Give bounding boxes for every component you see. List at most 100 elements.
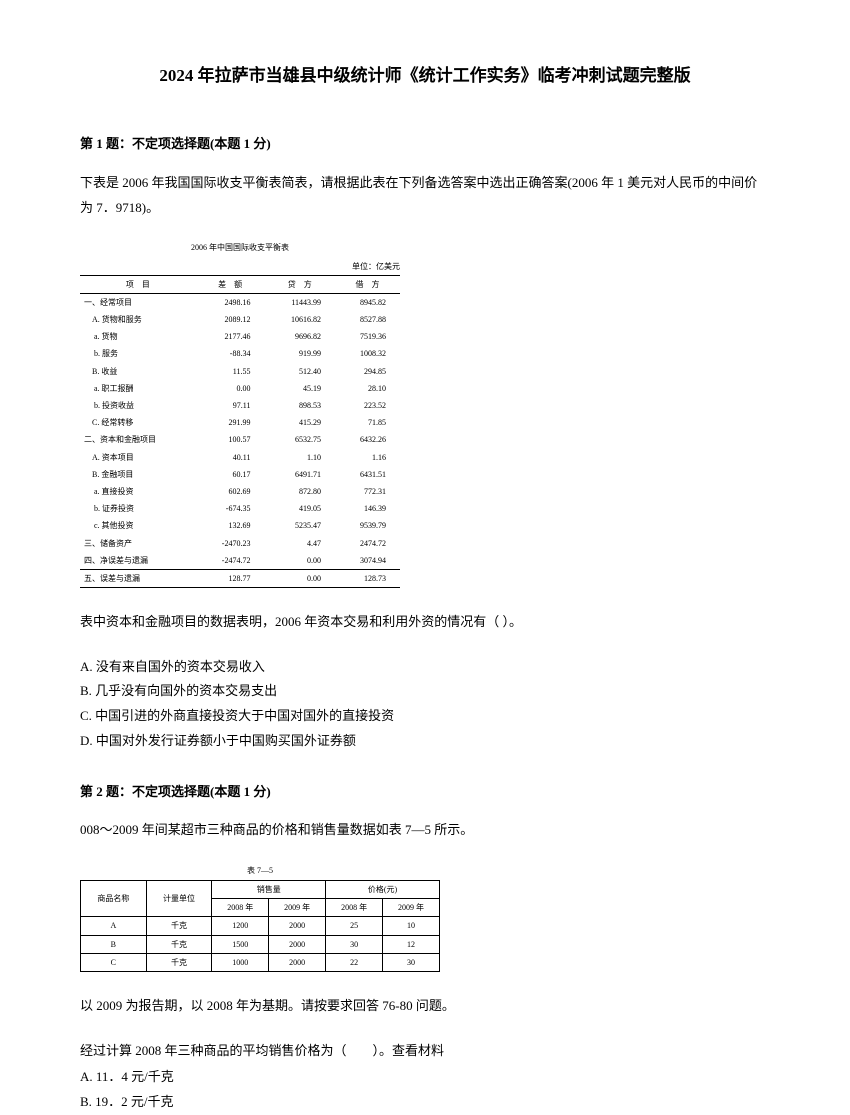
- table-cell: C. 经常转移: [80, 414, 196, 431]
- table-cell: A. 资本项目: [80, 449, 196, 466]
- table-header: 商品名称: [81, 881, 147, 917]
- table-cell: 146.39: [335, 500, 400, 517]
- table-cell: 12: [383, 935, 440, 953]
- table-cell: c. 其他投资: [80, 517, 196, 534]
- table-cell: 772.31: [335, 483, 400, 500]
- q2-table-title: 表 7—5: [80, 863, 440, 880]
- table-cell: 11443.99: [264, 293, 335, 311]
- q1-analysis: 表中资本和金融项目的数据表明，2006 年资本交易和利用外资的情况有（ ）。: [80, 610, 770, 635]
- q2-table: 表 7—5 商品名称 计量单位 销售量 价格(元) 2008 年 2009 年 …: [80, 863, 770, 972]
- table-header: 2009 年: [383, 899, 440, 917]
- q1-table-unit: 单位：亿美元: [80, 259, 400, 275]
- table-cell: 223.52: [335, 397, 400, 414]
- table-cell: A: [81, 917, 147, 935]
- q2-data-table: 商品名称 计量单位 销售量 价格(元) 2008 年 2009 年 2008 年…: [80, 880, 440, 972]
- q2-analysis: 以 2009 为报告期，以 2008 年为基期。请按要求回答 76-80 问题。: [80, 994, 770, 1019]
- table-cell: 二、资本和金融项目: [80, 431, 196, 448]
- table-cell: 0.00: [264, 552, 335, 570]
- table-cell: 10: [383, 917, 440, 935]
- table-cell: 1500: [212, 935, 269, 953]
- table-cell: -88.34: [196, 345, 265, 362]
- table-cell: 97.11: [196, 397, 265, 414]
- q1-table-title: 2006 年中国国际收支平衡表: [80, 240, 400, 258]
- page-title: 2024 年拉萨市当雄县中级统计师《统计工作实务》临考冲刺试题完整版: [80, 60, 770, 92]
- table-cell: 28.10: [335, 380, 400, 397]
- table-cell: 11.55: [196, 363, 265, 380]
- table-cell: a. 货物: [80, 328, 196, 345]
- table-cell: 千克: [146, 917, 212, 935]
- table-cell: 6491.71: [264, 466, 335, 483]
- q1-table: 2006 年中国国际收支平衡表 单位：亿美元 项 目 差 额 贷 方 借 方 一…: [80, 240, 770, 588]
- table-cell: 294.85: [335, 363, 400, 380]
- table-cell: 4.47: [264, 535, 335, 552]
- table-cell: 6431.51: [335, 466, 400, 483]
- table-cell: 30: [326, 935, 383, 953]
- q1-option-b: B. 几乎没有向国外的资本交易支出: [80, 679, 770, 704]
- q1-header: 第 1 题：不定项选择题(本题 1 分): [80, 132, 770, 157]
- table-header: 价格(元): [326, 881, 440, 899]
- q1-option-a: A. 没有来自国外的资本交易收入: [80, 655, 770, 680]
- table-cell: 415.29: [264, 414, 335, 431]
- table-cell: -674.35: [196, 500, 265, 517]
- table-header: 贷 方: [264, 275, 335, 293]
- table-cell: 128.73: [335, 569, 400, 587]
- table-cell: 6432.26: [335, 431, 400, 448]
- table-cell: 602.69: [196, 483, 265, 500]
- table-cell: 1.16: [335, 449, 400, 466]
- table-header: 2008 年: [326, 899, 383, 917]
- table-cell: 128.77: [196, 569, 265, 587]
- q2-option-b: B. 19．2 元/千克: [80, 1090, 770, 1115]
- table-cell: A. 货物和服务: [80, 311, 196, 328]
- table-header: 项 目: [80, 275, 196, 293]
- table-cell: 71.85: [335, 414, 400, 431]
- q2-option-a: A. 11．4 元/千克: [80, 1065, 770, 1090]
- table-cell: -2474.72: [196, 552, 265, 570]
- table-header: 2009 年: [269, 899, 326, 917]
- table-cell: b. 投资收益: [80, 397, 196, 414]
- table-cell: b. 证券投资: [80, 500, 196, 517]
- table-cell: C: [81, 953, 147, 971]
- table-cell: 30: [383, 953, 440, 971]
- q1-option-d: D. 中国对外发行证券额小于中国购买国外证券额: [80, 729, 770, 754]
- table-cell: 千克: [146, 935, 212, 953]
- table-cell: 2498.16: [196, 293, 265, 311]
- table-header: 计量单位: [146, 881, 212, 917]
- table-header: 差 额: [196, 275, 265, 293]
- table-cell: 22: [326, 953, 383, 971]
- table-cell: 2089.12: [196, 311, 265, 328]
- table-cell: 一、经常项目: [80, 293, 196, 311]
- table-cell: 898.53: [264, 397, 335, 414]
- table-cell: 2000: [269, 953, 326, 971]
- table-header: 2008 年: [212, 899, 269, 917]
- table-cell: B. 金融项目: [80, 466, 196, 483]
- table-cell: 512.40: [264, 363, 335, 380]
- table-cell: 9539.79: [335, 517, 400, 534]
- table-cell: 291.99: [196, 414, 265, 431]
- table-cell: 60.17: [196, 466, 265, 483]
- table-cell: B. 收益: [80, 363, 196, 380]
- q2-header: 第 2 题：不定项选择题(本题 1 分): [80, 780, 770, 805]
- table-cell: 五、误差与遗漏: [80, 569, 196, 587]
- table-cell: a. 直接投资: [80, 483, 196, 500]
- q1-option-c: C. 中国引进的外商直接投资大于中国对国外的直接投资: [80, 704, 770, 729]
- table-cell: 1.10: [264, 449, 335, 466]
- table-cell: 6532.75: [264, 431, 335, 448]
- table-cell: 7519.36: [335, 328, 400, 345]
- table-cell: B: [81, 935, 147, 953]
- table-header: 销售量: [212, 881, 326, 899]
- table-cell: 919.99: [264, 345, 335, 362]
- q2-text: 008～2009 年间某超市三种商品的价格和销售量数据如表 7—5 所示。: [80, 818, 770, 843]
- table-cell: 四、净误差与遗漏: [80, 552, 196, 570]
- table-cell: 872.80: [264, 483, 335, 500]
- table-cell: 1008.32: [335, 345, 400, 362]
- table-cell: 10616.82: [264, 311, 335, 328]
- table-cell: 45.19: [264, 380, 335, 397]
- table-cell: 三、储备资产: [80, 535, 196, 552]
- table-cell: 5235.47: [264, 517, 335, 534]
- q2-subq: 经过计算 2008 年三种商品的平均销售价格为（ ）。查看材料: [80, 1039, 770, 1064]
- table-header: 借 方: [335, 275, 400, 293]
- table-cell: 1200: [212, 917, 269, 935]
- table-cell: 2474.72: [335, 535, 400, 552]
- table-cell: 1000: [212, 953, 269, 971]
- table-cell: 0.00: [264, 569, 335, 587]
